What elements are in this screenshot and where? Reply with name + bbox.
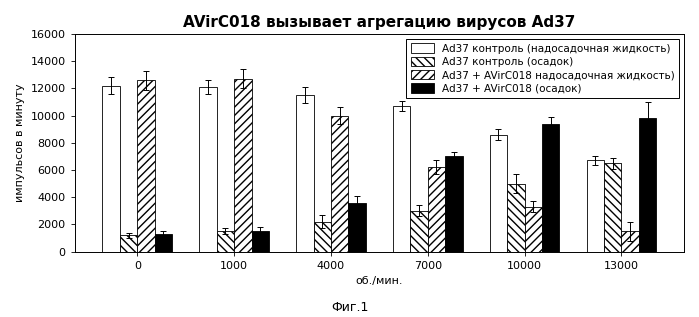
Legend: Ad37 контроль (надосадочная жидкость), Ad37 контроль (осадок), Ad37 + AVirC018 н: Ad37 контроль (надосадочная жидкость), A… <box>406 39 679 98</box>
Bar <box>217 231 234 252</box>
Bar <box>445 156 463 252</box>
Bar <box>621 231 639 252</box>
Y-axis label: импульсов в минуту: импульсов в минуту <box>15 83 25 202</box>
Bar <box>296 95 314 252</box>
Bar <box>137 80 154 252</box>
Bar <box>154 234 172 252</box>
X-axis label: об./мин.: об./мин. <box>356 276 403 286</box>
Bar <box>199 87 217 252</box>
Bar <box>490 135 507 252</box>
Bar <box>525 207 542 252</box>
Bar <box>102 86 120 252</box>
Bar <box>586 160 604 252</box>
Bar <box>604 163 621 252</box>
Bar <box>120 235 137 252</box>
Bar <box>410 211 428 252</box>
Bar <box>507 184 525 252</box>
Bar <box>542 124 559 252</box>
Bar <box>331 116 348 252</box>
Bar <box>393 106 410 252</box>
Bar <box>314 222 331 252</box>
Bar <box>252 231 269 252</box>
Bar <box>348 203 366 252</box>
Bar <box>234 79 252 252</box>
Text: Фиг.1: Фиг.1 <box>331 301 368 314</box>
Title: AVirC018 вызывает агрегацию вирусов Ad37: AVirC018 вызывает агрегацию вирусов Ad37 <box>183 15 575 30</box>
Bar <box>639 118 656 252</box>
Bar <box>428 167 445 252</box>
